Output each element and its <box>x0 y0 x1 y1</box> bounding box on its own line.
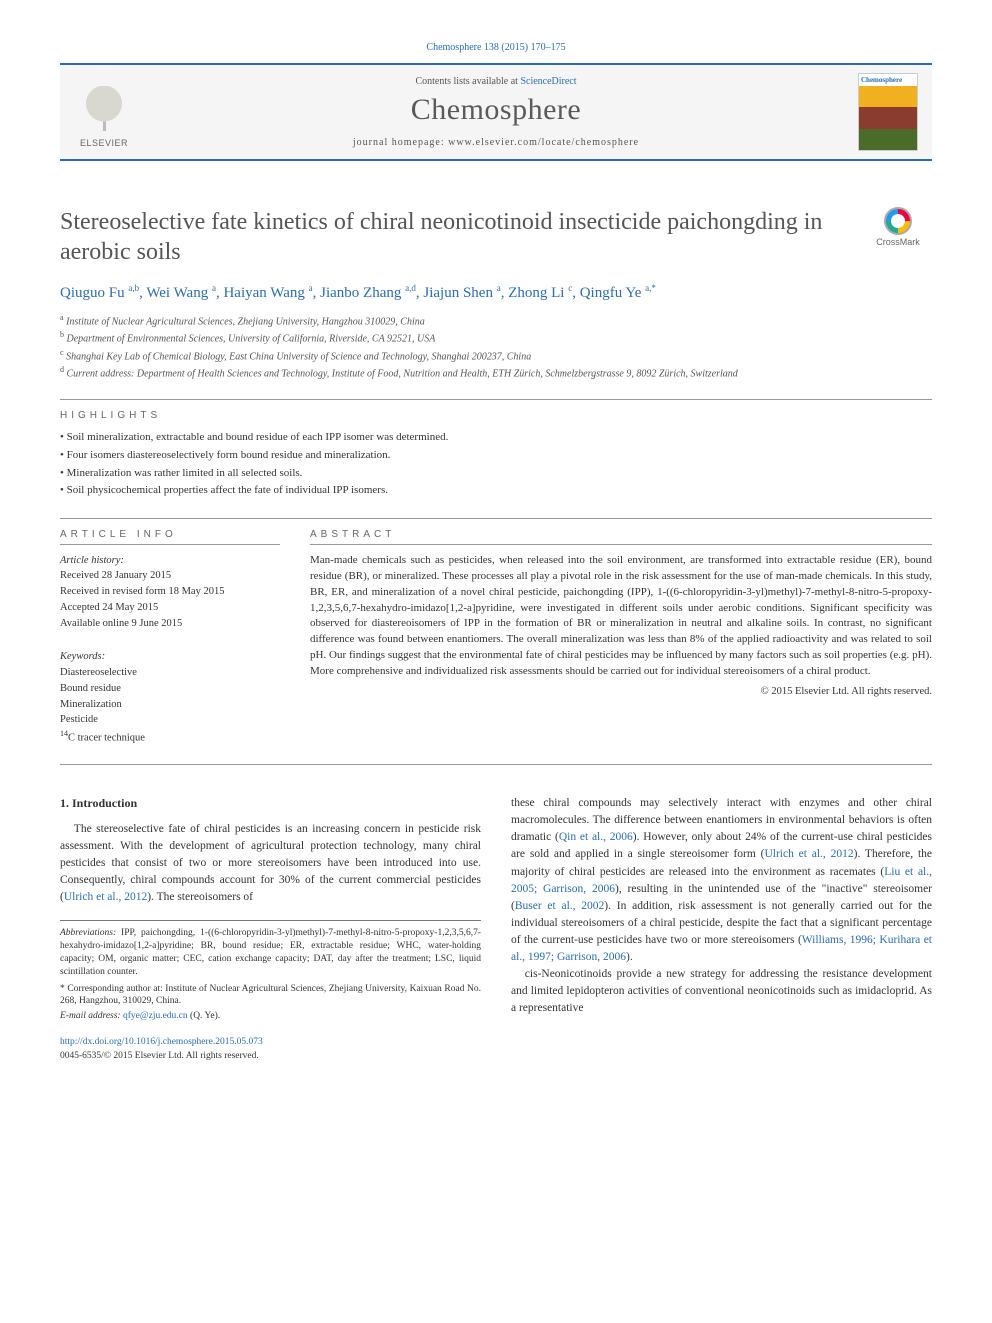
body-column-right: these chiral compounds may selectively i… <box>511 795 932 1063</box>
highlights-label: HIGHLIGHTS <box>60 410 932 421</box>
crossmark-badge[interactable]: CrossMark <box>864 207 932 247</box>
article-title: Stereoselective fate kinetics of chiral … <box>60 207 844 267</box>
article-info-block: ARTICLE INFO Article history: Received 2… <box>60 529 280 747</box>
cover-band <box>859 129 917 150</box>
divider <box>60 764 932 765</box>
elsevier-tree-icon <box>79 86 129 136</box>
abbrev-text: IPP, paichongding, 1-((6-chloropyridin-3… <box>60 928 481 976</box>
history-line: Received 28 January 2015 <box>60 568 280 584</box>
section-title: Introduction <box>72 796 137 810</box>
citation-ref[interactable]: Ulrich et al., 2012 <box>764 848 853 860</box>
footnotes: Abbreviations: IPP, paichongding, 1-((6-… <box>60 920 481 1023</box>
body-paragraph: The stereoselective fate of chiral pesti… <box>60 821 481 906</box>
crossmark-icon <box>884 207 912 235</box>
abbreviations-footnote: Abbreviations: IPP, paichongding, 1-((6-… <box>60 927 481 978</box>
body-paragraph: cis-Neonicotinoids provide a new strateg… <box>511 966 932 1017</box>
abbrev-label: Abbreviations: <box>60 928 116 938</box>
abstract-label: ABSTRACT <box>310 529 932 540</box>
cover-band <box>859 107 917 128</box>
section-number: 1. <box>60 796 69 810</box>
email-link[interactable]: qfye@zju.edu.cn <box>123 1011 188 1021</box>
highlight-item: Soil physicochemical properties affect t… <box>60 482 932 500</box>
affiliation-line: a Institute of Nuclear Agricultural Scie… <box>60 312 932 329</box>
citation-ref[interactable]: Buser et al., 2002 <box>515 900 604 912</box>
author-list: Qiuguo Fu a,b, Wei Wang a, Haiyan Wang a… <box>60 283 932 302</box>
divider <box>60 518 932 519</box>
contents-available-line: Contents lists available at ScienceDirec… <box>148 76 844 87</box>
publisher-name: ELSEVIER <box>80 138 128 148</box>
email-attribution: (Q. Ye). <box>190 1011 220 1021</box>
abstract-text: Man-made chemicals such as pesticides, w… <box>310 553 932 681</box>
abstract-block: ABSTRACT Man-made chemicals such as pest… <box>310 529 932 747</box>
citation-ref[interactable]: Ulrich et al., 2012 <box>64 891 147 903</box>
highlight-item: Soil mineralization, extractable and bou… <box>60 429 932 447</box>
keyword-item: 14C tracer technique <box>60 728 280 746</box>
email-label: E-mail address: <box>60 1011 121 1021</box>
contents-prefix: Contents lists available at <box>415 76 520 87</box>
homepage-url[interactable]: www.elsevier.com/locate/chemosphere <box>448 137 639 148</box>
history-line: Received in revised form 18 May 2015 <box>60 584 280 600</box>
cover-band <box>859 86 917 107</box>
highlight-item: Four isomers diastereoselectively form b… <box>60 447 932 465</box>
journal-header: ELSEVIER Contents lists available at Sci… <box>60 63 932 161</box>
sciencedirect-link[interactable]: ScienceDirect <box>520 76 576 87</box>
journal-title: Chemosphere <box>148 93 844 127</box>
body-text: ). <box>626 951 633 963</box>
affiliation-line: b Department of Environmental Sciences, … <box>60 329 932 346</box>
page-footer: http://dx.doi.org/10.1016/j.chemosphere.… <box>60 1035 481 1063</box>
crossmark-label: CrossMark <box>876 237 920 247</box>
corresponding-author-footnote: * Corresponding author at: Institute of … <box>60 983 481 1009</box>
history-line: Available online 9 June 2015 <box>60 616 280 632</box>
affiliation-line: c Shanghai Key Lab of Chemical Biology, … <box>60 347 932 364</box>
highlight-item: Mineralization was rather limited in all… <box>60 465 932 483</box>
abstract-copyright: © 2015 Elsevier Ltd. All rights reserved… <box>310 686 932 697</box>
keywords-block: Keywords: DiastereoselectiveBound residu… <box>60 649 280 746</box>
affiliation-line: d Current address: Department of Health … <box>60 364 932 381</box>
highlights-section: HIGHLIGHTS Soil mineralization, extracta… <box>60 410 932 499</box>
divider <box>60 399 932 400</box>
history-line: Accepted 24 May 2015 <box>60 600 280 616</box>
keyword-item: Bound residue <box>60 681 280 697</box>
citation-link[interactable]: Chemosphere 138 (2015) 170–175 <box>426 42 565 53</box>
cover-title: Chemosphere <box>859 74 917 86</box>
history-heading: Article history: <box>60 553 280 569</box>
journal-homepage-line: journal homepage: www.elsevier.com/locat… <box>148 137 844 148</box>
homepage-prefix: journal homepage: <box>353 137 448 148</box>
body-text: ). The stereoisomers of <box>147 891 253 903</box>
publisher-logo: ELSEVIER <box>74 76 134 148</box>
email-footnote: E-mail address: qfye@zju.edu.cn (Q. Ye). <box>60 1010 481 1023</box>
body-paragraph: these chiral compounds may selectively i… <box>511 795 932 965</box>
doi-link[interactable]: http://dx.doi.org/10.1016/j.chemosphere.… <box>60 1037 263 1047</box>
issn-copyright: 0045-6535/© 2015 Elsevier Ltd. All right… <box>60 1051 259 1061</box>
affiliations: a Institute of Nuclear Agricultural Scie… <box>60 312 932 381</box>
citation-line: Chemosphere 138 (2015) 170–175 <box>60 42 932 53</box>
section-heading: 1. Introduction <box>60 795 481 813</box>
keywords-heading: Keywords: <box>60 649 280 665</box>
article-history: Article history: Received 28 January 201… <box>60 553 280 632</box>
keyword-item: Mineralization <box>60 697 280 713</box>
keyword-item: Diastereoselective <box>60 665 280 681</box>
article-info-label: ARTICLE INFO <box>60 529 280 540</box>
journal-cover-thumbnail: Chemosphere <box>858 73 918 151</box>
keyword-item: Pesticide <box>60 712 280 728</box>
body-column-left: 1. Introduction The stereoselective fate… <box>60 795 481 1063</box>
citation-ref[interactable]: Qin et al., 2006 <box>559 831 633 843</box>
